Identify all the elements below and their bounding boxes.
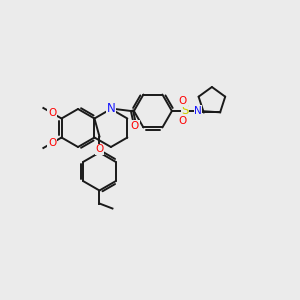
Text: O: O: [48, 138, 56, 148]
Text: O: O: [48, 108, 56, 118]
Text: N: N: [106, 103, 115, 116]
Text: O: O: [131, 121, 139, 131]
Text: O: O: [179, 96, 187, 106]
Text: O: O: [95, 145, 104, 154]
Text: N: N: [194, 106, 202, 116]
Text: O: O: [179, 116, 187, 126]
Text: S: S: [181, 104, 189, 118]
